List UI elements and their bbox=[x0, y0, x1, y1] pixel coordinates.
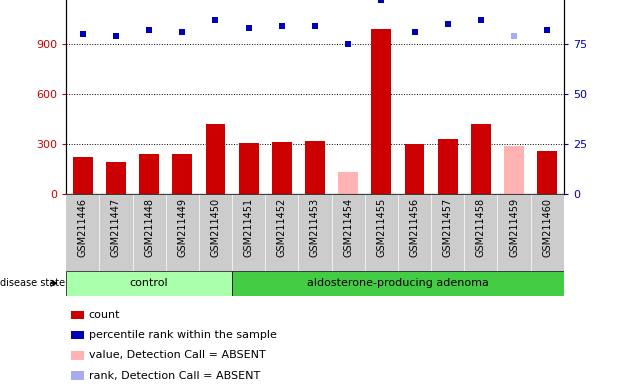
Bar bbox=[537, 152, 557, 194]
Text: count: count bbox=[89, 310, 120, 320]
Bar bbox=[71, 331, 84, 339]
Bar bbox=[305, 141, 325, 194]
Text: GSM211451: GSM211451 bbox=[244, 198, 254, 257]
Bar bbox=[71, 311, 84, 319]
Text: GSM211454: GSM211454 bbox=[343, 198, 353, 257]
Bar bbox=[338, 172, 358, 194]
Bar bbox=[73, 157, 93, 194]
Bar bbox=[205, 124, 226, 194]
Text: disease state: disease state bbox=[0, 278, 65, 288]
Bar bbox=[71, 371, 84, 380]
Bar bbox=[438, 139, 457, 194]
Text: aldosterone-producing adenoma: aldosterone-producing adenoma bbox=[307, 278, 489, 288]
Bar bbox=[106, 162, 126, 194]
Text: GSM211450: GSM211450 bbox=[210, 198, 220, 257]
Text: GSM211458: GSM211458 bbox=[476, 198, 486, 257]
Text: GSM211452: GSM211452 bbox=[277, 198, 287, 257]
Text: control: control bbox=[130, 278, 168, 288]
Text: GSM211447: GSM211447 bbox=[111, 198, 121, 257]
Bar bbox=[239, 143, 258, 194]
Bar bbox=[404, 144, 425, 194]
Text: GSM211446: GSM211446 bbox=[77, 198, 88, 257]
Bar bbox=[471, 124, 491, 194]
Text: percentile rank within the sample: percentile rank within the sample bbox=[89, 330, 277, 340]
Text: GSM211448: GSM211448 bbox=[144, 198, 154, 257]
Text: GSM211455: GSM211455 bbox=[376, 198, 386, 257]
Text: rank, Detection Call = ABSENT: rank, Detection Call = ABSENT bbox=[89, 371, 260, 381]
Bar bbox=[66, 271, 232, 296]
Bar bbox=[272, 142, 292, 194]
Text: GSM211457: GSM211457 bbox=[443, 198, 453, 257]
Text: GSM211453: GSM211453 bbox=[310, 198, 320, 257]
Text: GSM211449: GSM211449 bbox=[177, 198, 187, 257]
Bar bbox=[372, 29, 391, 194]
Bar bbox=[71, 351, 84, 359]
Text: value, Detection Call = ABSENT: value, Detection Call = ABSENT bbox=[89, 350, 265, 360]
Bar bbox=[139, 154, 159, 194]
Bar bbox=[173, 154, 192, 194]
Text: GSM211460: GSM211460 bbox=[542, 198, 553, 257]
Text: GSM211456: GSM211456 bbox=[410, 198, 420, 257]
Bar bbox=[232, 271, 564, 296]
Bar bbox=[504, 146, 524, 194]
Text: GSM211459: GSM211459 bbox=[509, 198, 519, 257]
